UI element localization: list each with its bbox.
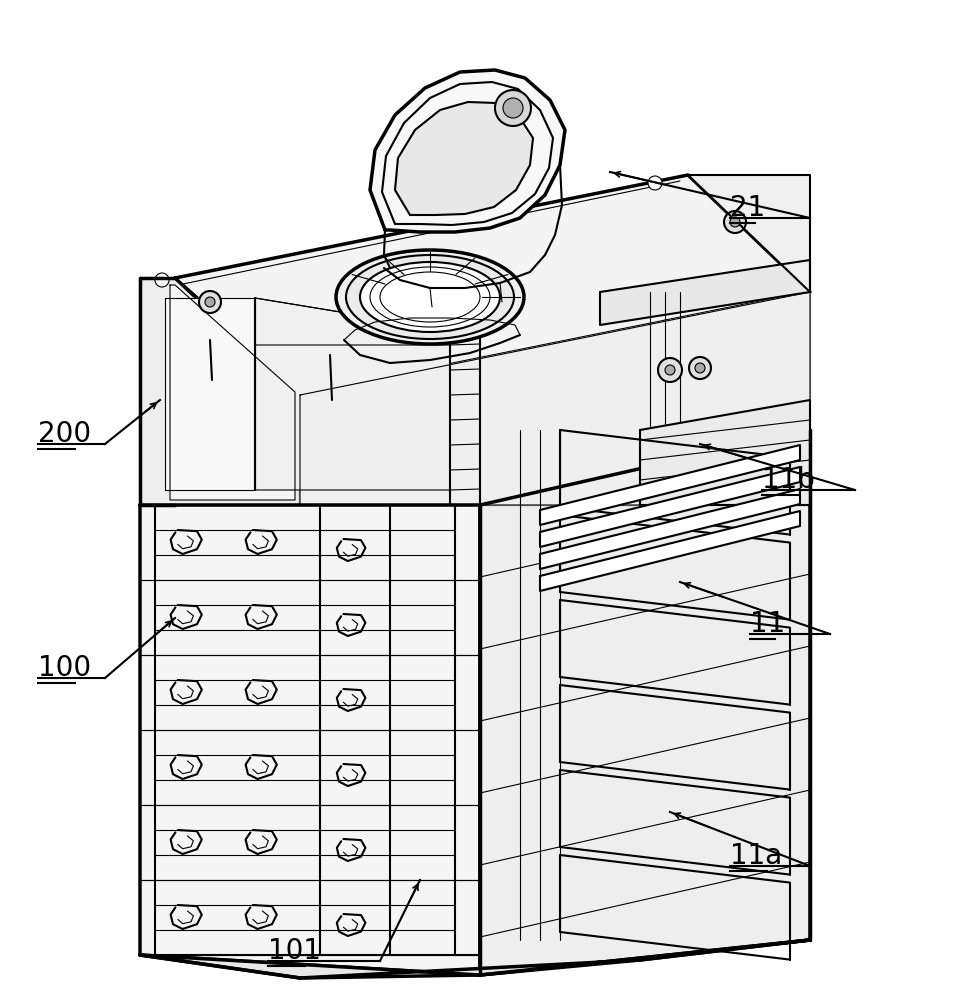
Polygon shape [370, 70, 565, 232]
Polygon shape [688, 175, 810, 292]
Circle shape [495, 90, 531, 126]
Circle shape [730, 217, 740, 227]
Circle shape [648, 176, 662, 190]
Polygon shape [255, 298, 450, 490]
Circle shape [205, 297, 215, 307]
Text: 11: 11 [750, 610, 785, 638]
Text: 200: 200 [38, 420, 91, 448]
Circle shape [199, 291, 221, 313]
Circle shape [689, 357, 711, 379]
Text: 100: 100 [38, 654, 91, 682]
Polygon shape [480, 430, 810, 975]
Ellipse shape [346, 255, 514, 339]
Polygon shape [140, 278, 300, 505]
Text: 11b: 11b [762, 466, 815, 494]
Circle shape [658, 358, 682, 382]
Polygon shape [540, 511, 800, 591]
Polygon shape [540, 445, 800, 525]
Ellipse shape [360, 262, 500, 332]
Ellipse shape [336, 250, 524, 344]
Polygon shape [170, 285, 295, 500]
Text: 21: 21 [730, 194, 766, 222]
Polygon shape [140, 505, 480, 975]
Polygon shape [540, 467, 800, 547]
Polygon shape [140, 940, 810, 978]
Circle shape [155, 273, 169, 287]
Polygon shape [300, 292, 810, 505]
Polygon shape [300, 292, 810, 505]
Text: 101: 101 [268, 937, 321, 965]
Polygon shape [395, 102, 533, 215]
Circle shape [665, 365, 675, 375]
Polygon shape [175, 175, 810, 395]
Polygon shape [640, 400, 810, 505]
Text: 11a: 11a [730, 842, 782, 870]
Polygon shape [255, 298, 450, 345]
Circle shape [503, 98, 523, 118]
Polygon shape [165, 298, 255, 490]
Polygon shape [600, 260, 810, 325]
Circle shape [695, 363, 705, 373]
Circle shape [724, 211, 746, 233]
Polygon shape [540, 489, 800, 569]
